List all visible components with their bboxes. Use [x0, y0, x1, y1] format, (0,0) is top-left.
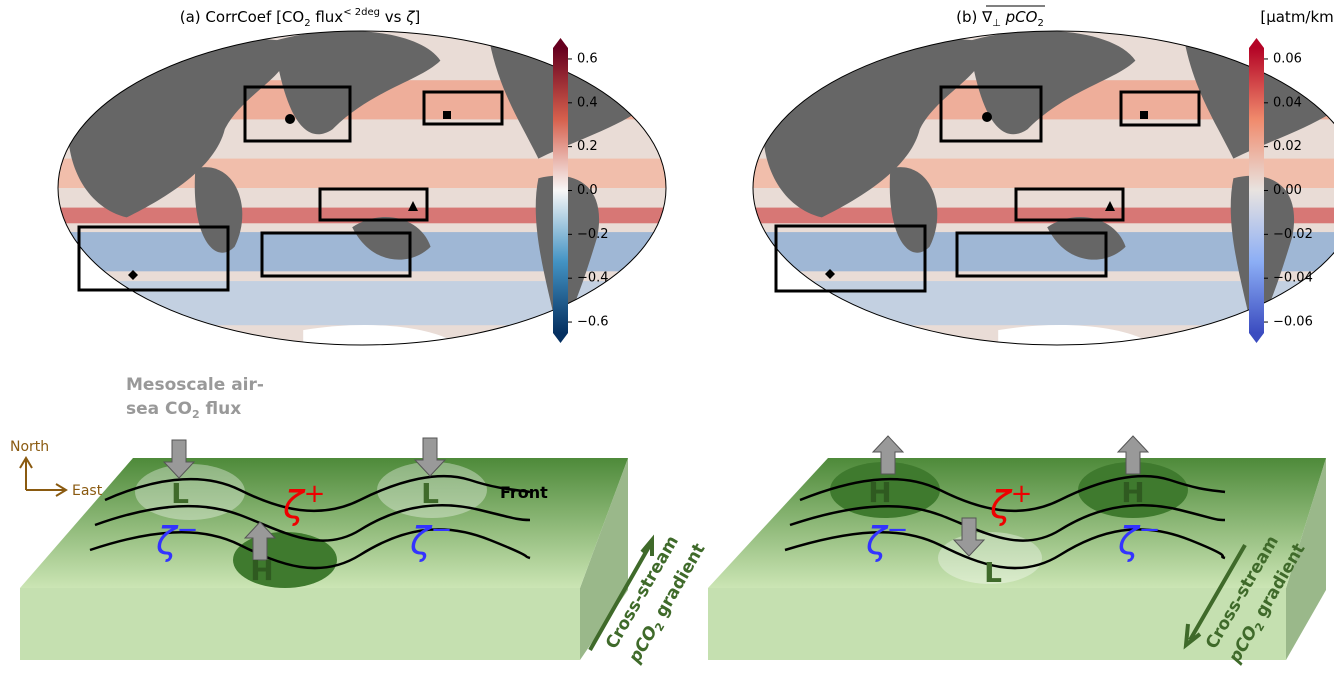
shape-rect — [443, 111, 451, 119]
colorbar-tick-label: 0.06 — [1273, 51, 1302, 66]
eddy-label: L — [984, 556, 1002, 589]
title-sup: < 2deg — [343, 7, 380, 18]
title-part: ] — [414, 8, 420, 26]
shape-circle — [285, 114, 295, 124]
shape-circle — [982, 112, 992, 122]
figure: (a) CorrCoef [CO2 flux< 2deg vs ζ] 0.60.… — [0, 0, 1334, 669]
shape-polygon — [553, 333, 568, 343]
title-part: pCO — [1001, 8, 1038, 26]
diagram: H H L ζ+ ζ− ζ− Cross-stream pCO2 gradien… — [708, 436, 1326, 668]
colorbar-tick-label: −0.02 — [1273, 227, 1313, 242]
zeta-sign: − — [887, 515, 909, 545]
zeta-sign: + — [304, 479, 326, 509]
colorbar-tick-label: 0.6 — [577, 51, 598, 66]
zeta: ζ — [1117, 519, 1141, 563]
zeta: ζ — [282, 483, 306, 527]
shape-rect — [553, 48, 568, 333]
flux-sub: 2 — [192, 408, 200, 421]
eddy-label: L — [171, 477, 189, 510]
shape-rect — [20, 588, 580, 660]
colorbar-tick-label: −0.4 — [577, 271, 609, 286]
map — [753, 31, 1334, 355]
colorbar-tick-label: 0.04 — [1273, 95, 1302, 110]
panel-title: (b) ∇⊥ pCO2 — [956, 8, 1044, 29]
eddy-label: H — [1121, 476, 1144, 509]
zeta-sign: + — [1011, 479, 1033, 509]
shape-path — [20, 458, 66, 496]
zeta: ζ — [409, 519, 433, 563]
colorbar-tick-label: −0.2 — [577, 227, 609, 242]
colorbar-tick-label: 0.4 — [577, 95, 598, 110]
eddy-label: H — [250, 554, 273, 587]
shape-polygon — [1249, 38, 1264, 48]
zeta-sign: − — [431, 515, 453, 545]
colorbar-tick-label: −0.06 — [1273, 315, 1313, 330]
zeta: ζ — [865, 519, 889, 563]
shape-polygon — [553, 38, 568, 48]
flux-label: Mesoscale air- — [126, 375, 264, 395]
diagram: Mesoscale air- sea CO2 flux North East L… — [10, 375, 711, 668]
colorbar-tick-label: 0.00 — [1273, 183, 1302, 198]
shape-rect — [1249, 48, 1264, 333]
title-sub: ⊥ — [992, 18, 1001, 29]
front-label: Front — [500, 483, 548, 502]
colorbar-tick-label: −0.04 — [1273, 271, 1313, 286]
shape-use — [753, 31, 1334, 355]
zeta: ζ — [155, 519, 179, 563]
flux-part: flux — [200, 399, 242, 419]
north-label: North — [10, 439, 49, 455]
colorbar-tick-label: −0.6 — [577, 315, 609, 330]
eddy-label: H — [868, 476, 891, 509]
flux-label: sea CO2 flux — [126, 399, 241, 421]
zeta: ζ — [989, 483, 1013, 527]
zeta-sign: − — [1139, 515, 1161, 545]
title-sub: 2 — [1037, 18, 1043, 29]
colorbar-tick-label: 0.0 — [577, 183, 598, 198]
colorbar-tick-label: 0.2 — [577, 139, 598, 154]
colorbar-tick-label: 0.02 — [1273, 139, 1302, 154]
title-part: (b) ∇ — [956, 8, 993, 26]
title-part: (a) CorrCoef [CO — [180, 8, 304, 26]
shape-rect — [1140, 111, 1148, 119]
title-part: flux — [311, 8, 344, 26]
title-part: vs — [380, 8, 406, 26]
colorbar-unit: [μatm/km] — [1260, 8, 1334, 26]
panel-title: (a) CorrCoef [CO2 flux< 2deg vs ζ] — [180, 7, 420, 29]
eddy-label: L — [421, 477, 439, 510]
zeta-sign: − — [177, 515, 199, 545]
shape-polygon — [1249, 333, 1264, 343]
flux-part: sea CO — [126, 399, 192, 419]
east-label: East — [72, 483, 103, 499]
